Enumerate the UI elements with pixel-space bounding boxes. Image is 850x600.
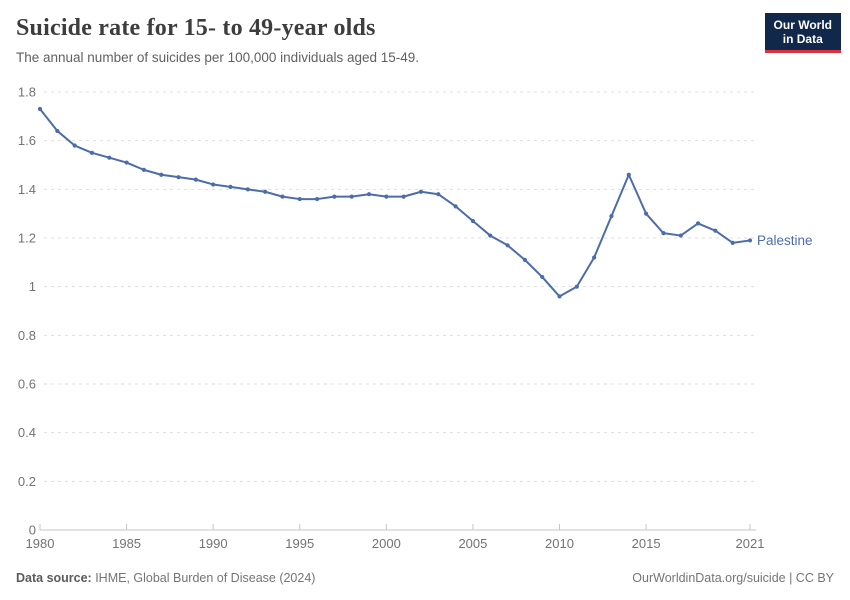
x-tick-label: 1990 [199,536,228,551]
owid-logo-line2: in Data [782,32,823,47]
data-point [574,284,579,289]
data-point [470,218,476,224]
y-tick-label: 0.6 [18,377,36,392]
x-tick-label: 2015 [632,536,661,551]
data-point [159,172,164,177]
data-point [211,182,216,187]
y-tick-label: 1.8 [18,85,36,100]
credit-line: OurWorldinData.org/suicide | CC BY [632,571,834,585]
owid-logo: Our World in Data [764,13,841,53]
chart-header: Suicide rate for 15- to 49-year olds The… [16,14,730,65]
chart-subtitle: The annual number of suicides per 100,00… [16,49,420,65]
data-point [695,221,701,226]
data-point [401,194,406,199]
data-point [193,177,198,182]
data-point [245,187,250,192]
x-tick-label: 2021 [736,536,765,551]
y-tick-label: 0 [29,523,36,538]
data-point [522,257,527,262]
x-tick-label: 2010 [545,536,574,551]
data-point [37,106,43,112]
y-tick-label: 0.2 [18,474,36,489]
data-source-text: IHME, Global Burden of Disease (2024) [91,571,316,585]
data-point [661,231,666,236]
data-point [263,189,268,194]
data-point [176,175,181,180]
y-tick-label: 0.8 [18,328,36,343]
y-tick-label: 1.6 [18,133,36,148]
data-point [418,189,424,194]
data-source-label: Data source: [16,571,92,585]
page-title: Suicide rate for 15- to 49-year olds [16,15,376,41]
y-tick-label: 1.4 [18,182,36,197]
y-tick-label: 1 [29,279,36,294]
data-point [280,194,285,199]
series-line [39,108,751,298]
data-point [505,243,510,248]
data-point [55,128,60,134]
data-point [141,167,147,172]
data-point [453,204,458,209]
data-point [678,233,683,238]
data-point [626,172,631,177]
x-tick-label: 1985 [112,536,141,551]
y-tick-label: 1.2 [18,231,36,246]
data-point [384,194,389,199]
y-tick-label: 0.4 [18,425,36,440]
data-point [643,211,649,216]
data-point [124,160,129,165]
data-point [314,196,320,202]
data-point [366,192,372,197]
data-point [488,233,493,238]
data-point [297,196,302,202]
data-point [89,150,95,155]
data-point [609,214,614,219]
data-point [436,192,441,197]
x-tick-label: 1980 [26,536,55,551]
data-point [72,143,77,148]
data-source: Data source: IHME, Global Burden of Dise… [16,571,315,585]
data-point [713,228,718,233]
x-tick-label: 2000 [372,536,401,551]
data-point [557,294,562,299]
data-point [107,155,112,160]
owid-logo-line1: Our World [773,18,832,32]
data-point [730,240,735,245]
chart-footer: Data source: IHME, Global Burden of Dise… [16,571,834,585]
x-tick-label: 1995 [285,536,314,551]
data-point [228,184,233,189]
series-label: Palestine [757,233,813,248]
data-point [540,274,545,280]
data-point [332,194,337,199]
data-point [747,238,753,243]
data-point [592,255,597,260]
x-tick-label: 2005 [458,536,487,551]
data-point [349,194,354,199]
